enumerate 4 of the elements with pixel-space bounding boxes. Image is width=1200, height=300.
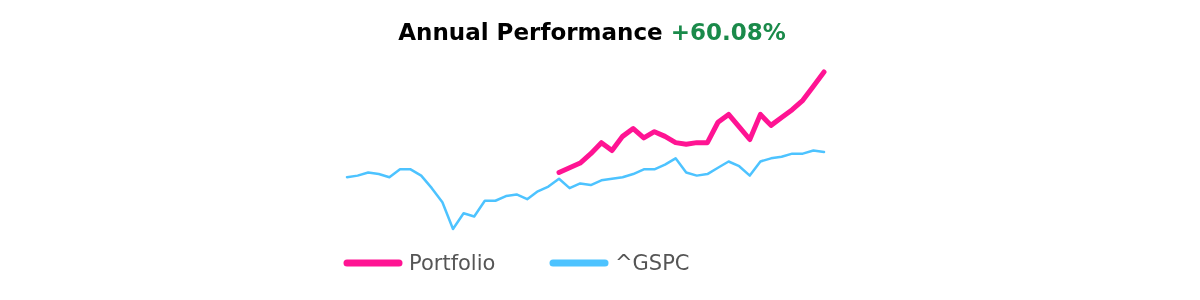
text: +60.08% bbox=[670, 19, 786, 45]
chart-title: Annual Performance bbox=[398, 19, 663, 45]
legend-label: ^GSPC bbox=[615, 251, 690, 275]
legend-label: Portfolio bbox=[409, 251, 496, 275]
